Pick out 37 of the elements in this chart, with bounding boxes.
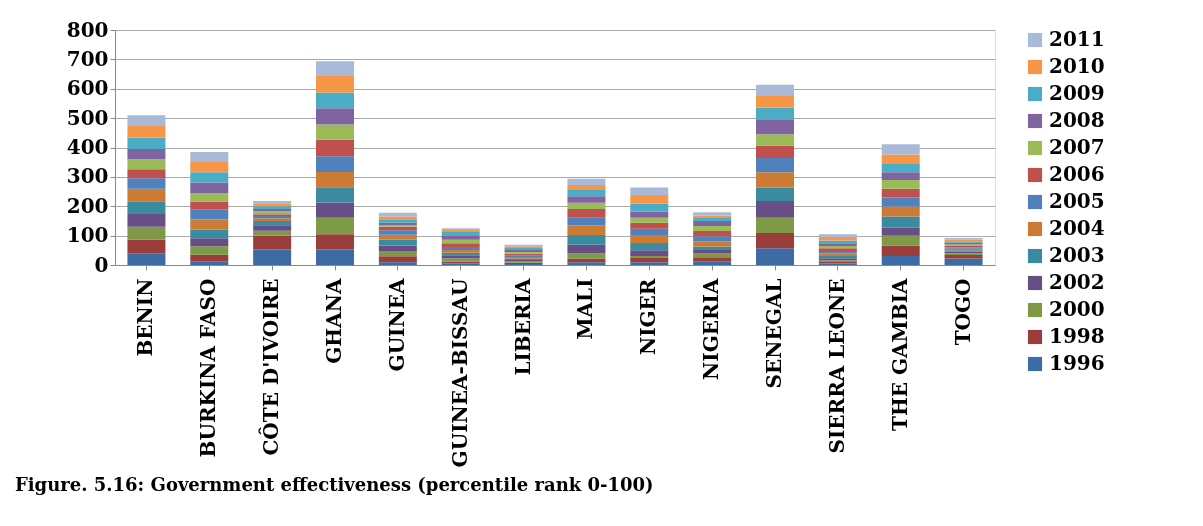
y-tick-label: 800 (66, 17, 109, 42)
x-tick-label: CÔTE D'IVOIRE (258, 278, 284, 456)
x-tick-label: GHANA (322, 278, 346, 364)
x-tick-label: NIGER (636, 278, 661, 356)
x-tick-label: GUINEA (384, 278, 409, 372)
x-tick-label: GUINEA-BISSAU (447, 278, 472, 468)
y-tick-label: 200 (66, 193, 109, 218)
x-tick-label: BURKINA FASO (196, 278, 221, 458)
x-tick-label: THE GAMBIA (887, 278, 912, 431)
legend-label: 2008 (1049, 108, 1105, 132)
legend-label: 2002 (1049, 270, 1105, 294)
text: Figure. 5.16: Government effectiveness (percentile rank 0-100) (15, 473, 654, 495)
legend-label: 2003 (1049, 243, 1105, 267)
y-tick-label: 700 (66, 46, 109, 71)
y-tick-label: 500 (66, 105, 109, 130)
y-tick-label: 600 (66, 76, 109, 101)
legend-label: 2011 (1049, 27, 1105, 51)
x-tick-label: BENIN (133, 278, 158, 357)
x-tick-label: NIGERIA (699, 278, 724, 380)
legend-label: 2004 (1049, 216, 1105, 240)
x-tick-label: SIERRA LEONE (824, 278, 849, 454)
x-tick-label: LIBERIA (510, 278, 535, 376)
legend-label: 1998 (1049, 324, 1105, 348)
legend-label: 2005 (1049, 189, 1105, 213)
y-tick-label: 100 (66, 223, 109, 248)
y-tick-label: 400 (66, 135, 109, 159)
legend-label: 2010 (1049, 54, 1105, 78)
y-tick-label: 0 (94, 252, 109, 277)
legend-label: 2000 (1049, 297, 1105, 321)
legend-label: 2009 (1049, 81, 1105, 105)
legend-label: 1996 (1049, 351, 1105, 375)
y-tick-label: 300 (66, 164, 109, 189)
x-tick-label: TOGO (950, 278, 975, 346)
x-tick-label: SENEGAL (762, 278, 786, 389)
legend-label: 2007 (1049, 135, 1105, 159)
x-tick-label: MALI (573, 278, 598, 340)
legend-label: 2006 (1049, 162, 1105, 186)
